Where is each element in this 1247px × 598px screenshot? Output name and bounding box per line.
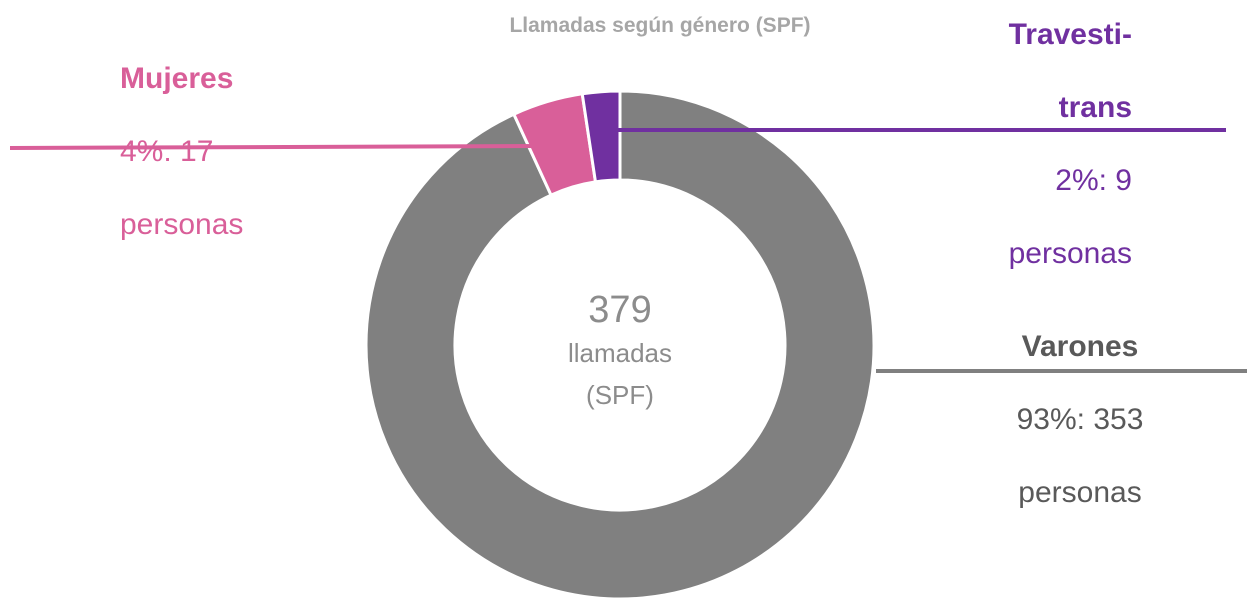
legend-entry: Travesti-trans: [1008, 18, 1132, 124]
slice-label: Travesti-trans 2%: 9 personas: [945, 0, 1132, 290]
leader-line: [9, 144, 541, 150]
data-label: 93%: 353 personas: [1016, 403, 1144, 509]
slice-label: Mujeres 4%: 17 personas: [120, 42, 305, 261]
center-value: 379: [588, 289, 652, 331]
data-label: 2%: 9 personas: [1008, 164, 1132, 270]
center-text: llamadas (SPF): [567, 338, 673, 410]
legend-entry: Mujeres: [120, 62, 234, 95]
donut-slice: [364, 89, 876, 598]
center-label: 379 llamadas (SPF): [520, 288, 720, 416]
data-label: 4%: 17 personas: [120, 135, 244, 241]
legend-entry: Varones: [1021, 330, 1139, 363]
chart-title: Llamadas según género (SPF): [509, 14, 811, 37]
slice-label: Varones 93%: 353 personas: [980, 310, 1180, 529]
donut-slice: [580, 89, 622, 184]
